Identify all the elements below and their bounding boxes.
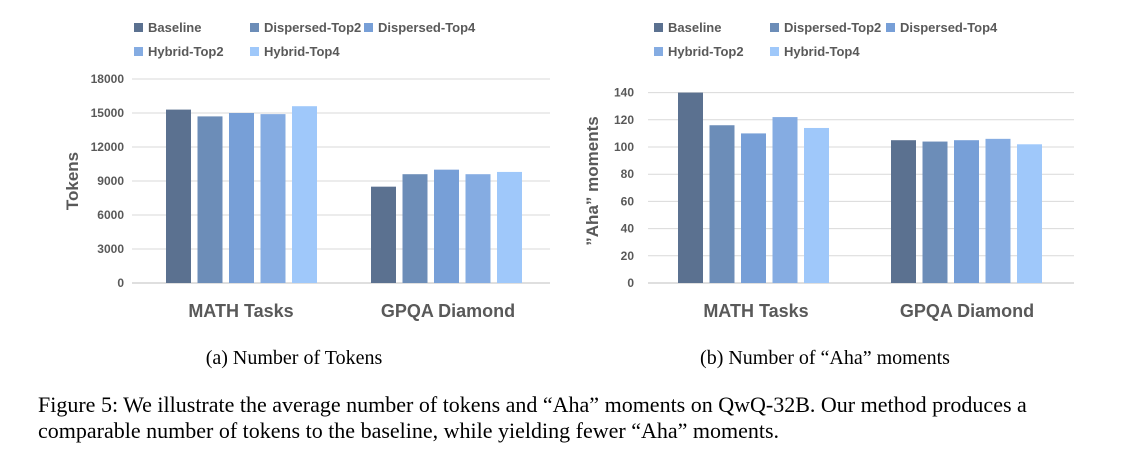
legend-swatch: [886, 23, 895, 32]
y-axis-label: ”Aha” moments: [583, 116, 602, 245]
y-tick-label: 3000: [97, 242, 124, 256]
x-category-label: MATH Tasks: [188, 301, 293, 321]
x-category-label: MATH Tasks: [703, 301, 808, 321]
y-tick-label: 6000: [97, 208, 124, 222]
chart-aha-moments: 0 20 40 60 80 100 120 140 ”Aha” moments MATH Task…: [583, 20, 1074, 369]
bar-dispersed-top4-gpqa: [434, 169, 459, 283]
bar-hybrid-top4-gpqa: [497, 171, 522, 283]
y-tick-label: 80: [621, 167, 635, 181]
y-tick-label: 0: [627, 276, 634, 290]
bar-hybrid-top2-gpqa: [985, 138, 1011, 283]
bar-dispersed-top2-math: [709, 125, 735, 284]
y-tick-label: 60: [621, 194, 635, 208]
bar-hybrid-top2-math: [260, 114, 286, 283]
legend-swatch: [134, 23, 143, 32]
bar-hybrid-top4-math: [804, 127, 829, 284]
legend-label: Hybrid-Top4: [784, 44, 860, 59]
y-tick-label: 18000: [91, 72, 125, 86]
y-tick-label: 120: [614, 113, 634, 127]
legend-label: Baseline: [148, 20, 201, 35]
bar-hybrid-top4-math: [292, 106, 317, 283]
bar-dispersed-top4-gpqa: [954, 140, 979, 283]
bar-hybrid-top2-math: [772, 117, 798, 283]
figure-caption: Figure 5: We illustrate the average numb…: [38, 392, 1027, 443]
legend-label: Dispersed-Top2: [264, 20, 361, 35]
legend-label: Dispersed-Top4: [378, 20, 476, 35]
legend-swatch: [770, 47, 779, 56]
chart-tokens: 0 3000 6000 9000 12000 15000 18000 Tokens MATH T…: [63, 20, 550, 369]
y-tick-label: 20: [621, 249, 635, 263]
bar-hybrid-top4-gpqa: [1017, 144, 1042, 283]
legend-label: Hybrid-Top4: [264, 44, 340, 59]
bar-baseline-gpqa: [371, 186, 396, 283]
bar-baseline-math: [678, 92, 703, 283]
subcaption: (b) Number of “Aha” moments: [700, 347, 950, 369]
x-category-label: GPQA Diamond: [381, 301, 515, 321]
legend-swatch: [250, 23, 259, 32]
legend-label: Dispersed-Top4: [900, 20, 998, 35]
x-category-label: GPQA Diamond: [900, 301, 1034, 321]
legend-label: Hybrid-Top2: [668, 44, 744, 59]
bar-dispersed-top2-math: [197, 116, 223, 284]
legend-label: Hybrid-Top2: [148, 44, 224, 59]
bar-dispersed-top4-math: [229, 113, 254, 283]
bar-hybrid-top2-gpqa: [465, 174, 491, 283]
bar-dispersed-top4-math: [741, 133, 766, 283]
y-tick-label: 9000: [97, 174, 124, 188]
y-tick-label: 140: [614, 86, 634, 100]
legend-swatch: [654, 47, 663, 56]
legend-swatch: [770, 23, 779, 32]
y-tick-label: 0: [117, 276, 124, 290]
legend-label: Baseline: [668, 20, 721, 35]
y-tick-label: 12000: [91, 140, 125, 154]
y-tick-label: 40: [621, 222, 635, 236]
legend-swatch: [134, 47, 143, 56]
bar-baseline-math: [166, 109, 191, 283]
bar-baseline-gpqa: [891, 140, 916, 283]
bar-dispersed-top2-gpqa: [922, 141, 948, 283]
legend-label: Dispersed-Top2: [784, 20, 881, 35]
y-tick-label: 15000: [91, 106, 125, 120]
legend-swatch: [250, 47, 259, 56]
legend-swatch: [364, 23, 373, 32]
subcaption: (a) Number of Tokens: [206, 347, 383, 369]
y-axis-label: Tokens: [63, 152, 82, 210]
legend-swatch: [654, 23, 663, 32]
figure-canvas: 0 3000 6000 9000 12000 15000 18000 Tokens MATH T…: [63, 20, 1074, 369]
y-tick-label: 100: [614, 140, 634, 154]
bar-dispersed-top2-gpqa: [402, 174, 428, 283]
